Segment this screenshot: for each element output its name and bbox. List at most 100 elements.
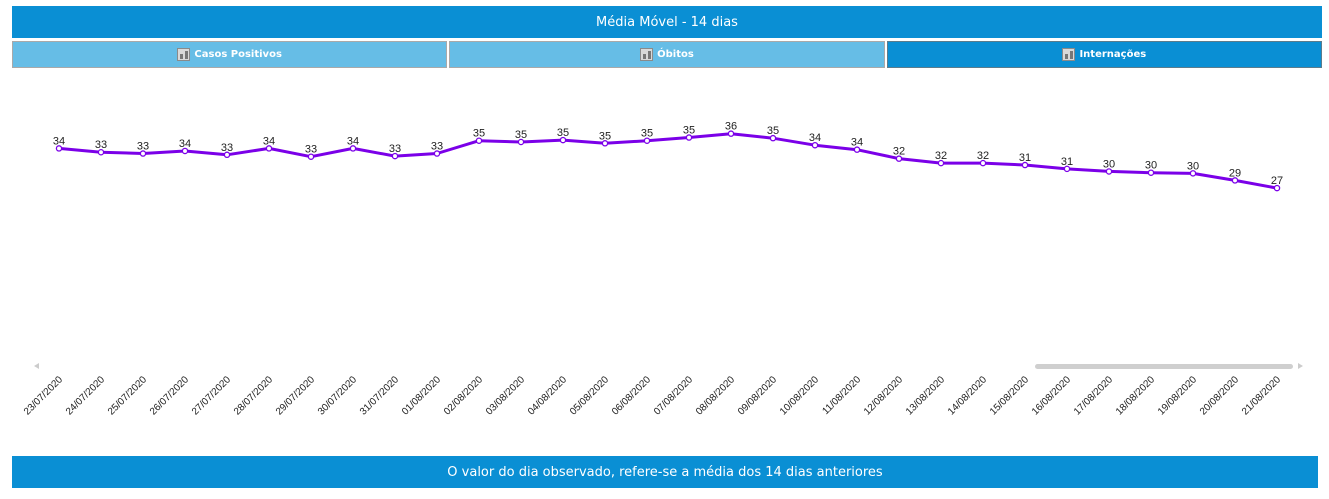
scrollbar-thumb[interactable] bbox=[1035, 364, 1293, 369]
data-label: 35 bbox=[683, 125, 695, 137]
x-tick-label: 07/08/2020 bbox=[652, 374, 695, 417]
x-tick-label: 20/08/2020 bbox=[1198, 374, 1241, 417]
data-point[interactable] bbox=[265, 145, 273, 152]
data-label: 33 bbox=[95, 139, 107, 151]
x-tick-label: 21/08/2020 bbox=[1240, 374, 1283, 417]
scroll-right-arrow-icon[interactable] bbox=[1298, 363, 1303, 369]
data-point[interactable] bbox=[727, 130, 735, 137]
tab-label: Casos Positivos bbox=[194, 49, 282, 60]
x-tick-label: 04/08/2020 bbox=[526, 374, 569, 417]
data-point[interactable] bbox=[1189, 170, 1197, 177]
data-point[interactable] bbox=[517, 138, 525, 146]
data-label: 34 bbox=[263, 135, 275, 147]
bar-chart-icon bbox=[177, 48, 191, 61]
x-tick-label: 12/08/2020 bbox=[862, 374, 905, 417]
tab-obitos[interactable]: Óbitos bbox=[449, 41, 885, 68]
data-label: 34 bbox=[53, 135, 65, 147]
data-label: 31 bbox=[1061, 156, 1073, 168]
data-point[interactable] bbox=[223, 151, 231, 159]
data-point[interactable] bbox=[1063, 165, 1071, 173]
chart-header: Média Móvel - 14 dias bbox=[12, 6, 1322, 38]
data-point[interactable] bbox=[685, 134, 693, 141]
x-tick-label: 24/07/2020 bbox=[64, 374, 107, 417]
data-point[interactable] bbox=[1231, 177, 1239, 184]
data-label: 33 bbox=[137, 141, 149, 153]
x-tick-label: 15/08/2020 bbox=[988, 374, 1031, 417]
data-point[interactable] bbox=[979, 159, 987, 167]
data-point[interactable] bbox=[643, 137, 651, 144]
chart-footer: O valor do dia observado, refere-se a mé… bbox=[12, 456, 1318, 488]
data-point[interactable] bbox=[559, 136, 567, 144]
data-point[interactable] bbox=[853, 146, 861, 153]
x-tick-label: 13/08/2020 bbox=[904, 374, 947, 417]
data-label: 30 bbox=[1145, 160, 1157, 172]
x-tick-label: 26/07/2020 bbox=[148, 374, 191, 417]
data-label: 35 bbox=[473, 128, 485, 140]
x-tick-label: 03/08/2020 bbox=[484, 374, 527, 417]
chart-title: Média Móvel - 14 dias bbox=[596, 14, 738, 30]
tab-internacoes[interactable]: Internações bbox=[886, 41, 1322, 68]
data-point[interactable] bbox=[811, 141, 819, 149]
tab-label: Óbitos bbox=[657, 49, 694, 60]
x-tick-label: 25/07/2020 bbox=[106, 374, 149, 417]
data-label: 35 bbox=[515, 129, 527, 141]
data-point[interactable] bbox=[1147, 169, 1155, 176]
data-label: 35 bbox=[641, 128, 653, 140]
data-point[interactable] bbox=[181, 147, 189, 155]
data-label: 35 bbox=[767, 125, 779, 137]
data-label: 27 bbox=[1271, 175, 1283, 187]
data-point[interactable] bbox=[769, 134, 777, 142]
tab-label: Internações bbox=[1079, 49, 1147, 60]
x-tick-label: 16/08/2020 bbox=[1030, 374, 1073, 417]
data-label: 30 bbox=[1187, 160, 1199, 172]
data-label: 34 bbox=[179, 138, 191, 150]
data-label: 33 bbox=[221, 142, 233, 154]
data-label: 34 bbox=[851, 137, 863, 149]
data-label: 32 bbox=[977, 150, 989, 162]
data-point[interactable] bbox=[307, 153, 315, 160]
data-point[interactable] bbox=[349, 145, 357, 152]
data-point[interactable] bbox=[97, 148, 105, 156]
x-tick-label: 14/08/2020 bbox=[946, 374, 989, 417]
line-chart: 34 33 33 34 33 34 33 34 33 33 35 35 35 35 35 35 36 35 34 34… bbox=[22, 121, 1303, 418]
data-point[interactable] bbox=[1105, 168, 1113, 175]
x-tick-label: 17/08/2020 bbox=[1072, 374, 1115, 417]
data-label: 32 bbox=[935, 150, 947, 162]
data-label: 35 bbox=[599, 130, 611, 142]
data-point[interactable] bbox=[601, 140, 609, 147]
data-point[interactable] bbox=[391, 152, 399, 160]
data-label: 31 bbox=[1019, 152, 1031, 164]
bar-chart-icon bbox=[640, 48, 654, 61]
tab-bar: Casos Positivos Óbitos Internações bbox=[12, 41, 1322, 68]
tab-casos-positivos[interactable]: Casos Positivos bbox=[12, 41, 448, 68]
data-point[interactable] bbox=[475, 137, 483, 144]
data-label: 33 bbox=[389, 143, 401, 155]
series-line bbox=[58, 132, 1278, 190]
data-point[interactable] bbox=[433, 150, 441, 157]
data-point[interactable] bbox=[937, 159, 945, 167]
x-tick-label: 28/07/2020 bbox=[232, 374, 275, 417]
x-tick-label: 19/08/2020 bbox=[1156, 374, 1199, 417]
data-point[interactable] bbox=[139, 150, 147, 157]
x-tick-label: 11/08/2020 bbox=[820, 374, 863, 417]
data-point[interactable] bbox=[1273, 184, 1281, 192]
x-tick-label: 01/08/2020 bbox=[400, 374, 443, 417]
x-tick-label: 09/08/2020 bbox=[736, 374, 779, 417]
data-label: 33 bbox=[431, 141, 443, 153]
x-tick-label: 06/08/2020 bbox=[610, 374, 653, 417]
x-tick-label: 08/08/2020 bbox=[694, 374, 737, 417]
data-label: 36 bbox=[725, 121, 737, 133]
data-label: 29 bbox=[1229, 167, 1241, 179]
data-point[interactable] bbox=[1021, 161, 1029, 169]
data-label: 33 bbox=[305, 144, 317, 156]
footer-note: O valor do dia observado, refere-se a mé… bbox=[447, 464, 883, 480]
x-tick-label: 31/07/2020 bbox=[358, 374, 401, 417]
x-tick-label: 23/07/2020 bbox=[22, 374, 65, 417]
data-point[interactable] bbox=[895, 155, 903, 162]
x-tick-label: 02/08/2020 bbox=[442, 374, 485, 417]
x-tick-label: 29/07/2020 bbox=[274, 374, 317, 417]
bar-chart-icon bbox=[1062, 48, 1076, 61]
scroll-left-arrow-icon[interactable] bbox=[34, 363, 39, 369]
data-point[interactable] bbox=[55, 145, 63, 152]
data-label: 30 bbox=[1103, 158, 1115, 170]
